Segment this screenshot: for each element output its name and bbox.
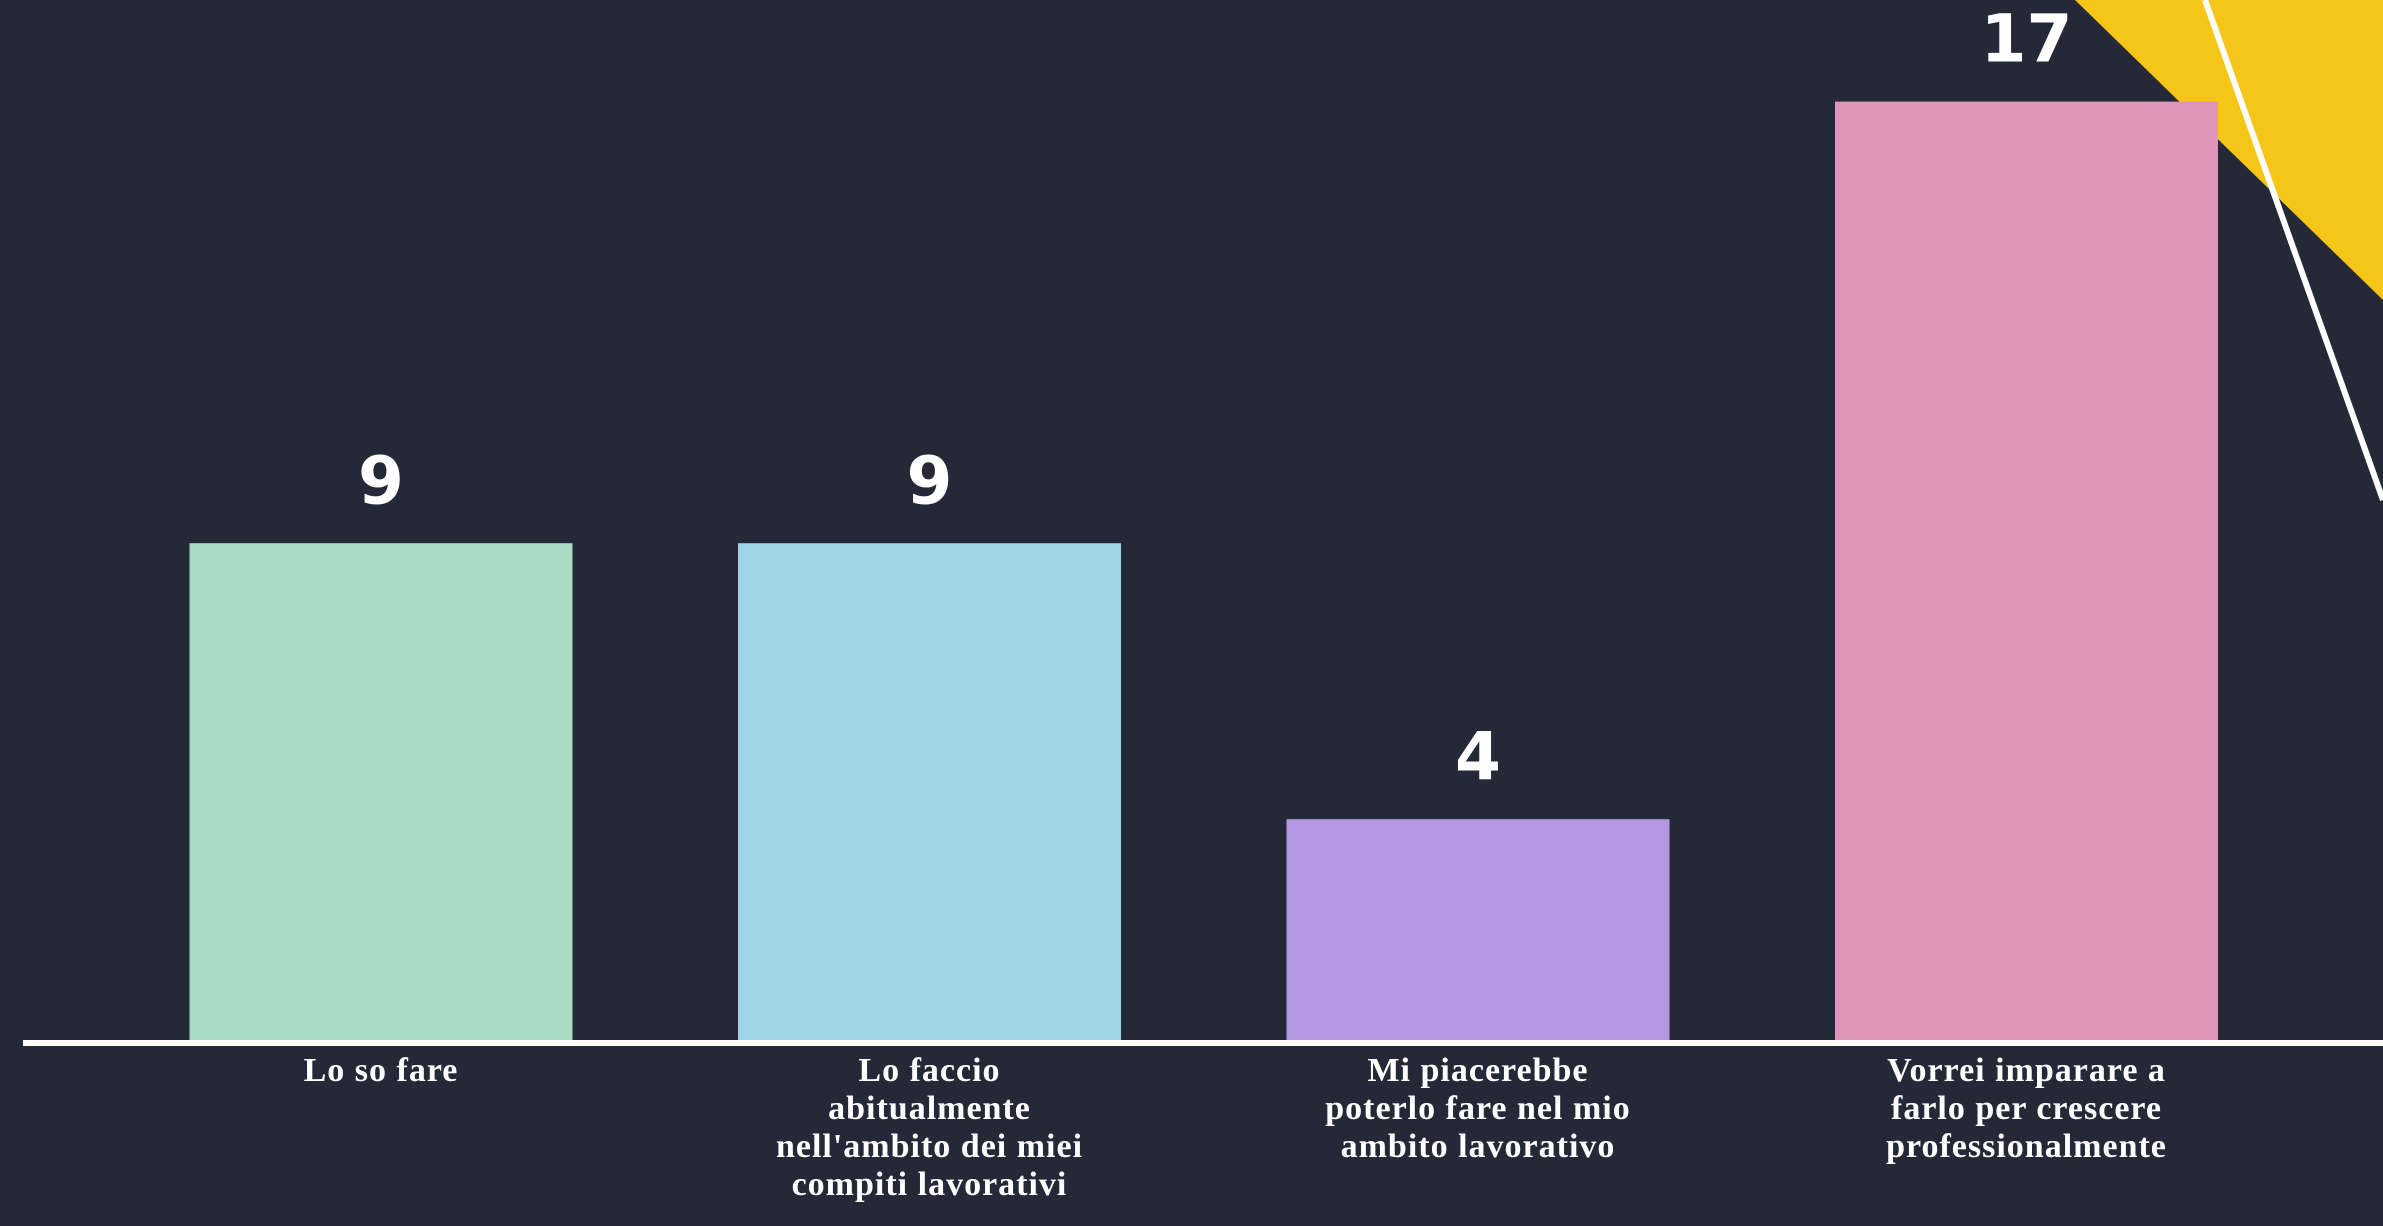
value-label: 4 [1455, 718, 1501, 795]
bar [1286, 819, 1670, 1040]
value-label: 9 [907, 442, 953, 519]
decoration-line [2202, 0, 2383, 502]
decoration [2075, 0, 2383, 300]
x-tick-label: Vorrei imparare a farlo per crescere pro… [1886, 1052, 2167, 1165]
x-tick-label: Lo faccio abitualmente nell'ambito dei m… [775, 1052, 1084, 1203]
x-tick-label: Lo so fare [303, 1052, 459, 1089]
value-label: 9 [358, 442, 404, 519]
x-tick-label: Mi piacerebbe poterlo fare nel mio ambit… [1325, 1052, 1631, 1165]
bar [738, 543, 1121, 1040]
bar [189, 543, 573, 1040]
bar [1835, 101, 2218, 1041]
value-label: 17 [1981, 1, 2073, 78]
